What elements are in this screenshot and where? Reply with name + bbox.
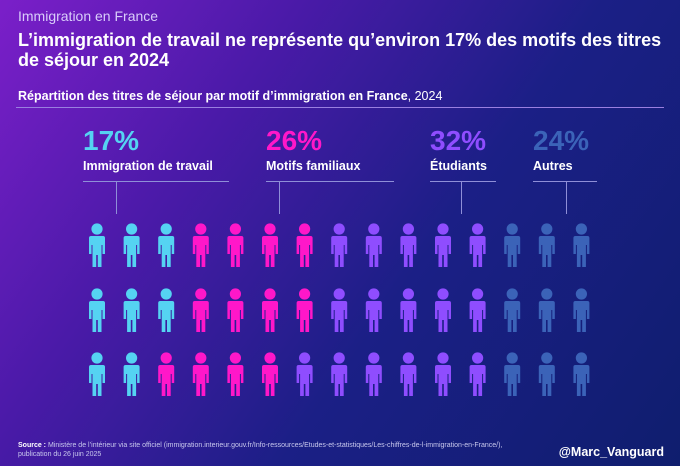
person-icon-autres bbox=[573, 352, 590, 396]
person-icon-familiaux bbox=[262, 223, 278, 267]
person-icon-etudiants bbox=[365, 223, 382, 267]
person-icon-familiaux bbox=[227, 352, 244, 396]
stat-underline bbox=[533, 181, 597, 182]
person-icon-familiaux bbox=[192, 352, 209, 396]
person-icon-autres bbox=[504, 223, 521, 267]
person-icon-travail bbox=[89, 352, 105, 396]
subtitle-year: , 2024 bbox=[407, 89, 443, 103]
stat-autres: 24% Autres bbox=[533, 125, 597, 214]
kicker: Immigration en France bbox=[18, 8, 159, 24]
headline: L’immigration de travail ne représente q… bbox=[18, 30, 662, 70]
stat-etudiants: 32% Étudiants bbox=[430, 125, 496, 214]
person-icon-etudiants bbox=[331, 223, 348, 267]
person-icon-familiaux bbox=[262, 352, 278, 396]
person-icon-etudiants bbox=[400, 223, 417, 267]
person-icon-familiaux bbox=[227, 223, 244, 267]
person-icon-autres bbox=[573, 288, 590, 332]
stat-label: Immigration de travail bbox=[83, 159, 213, 173]
stat-underline bbox=[430, 181, 496, 182]
source-label: Source : bbox=[18, 442, 47, 449]
person-icon-familiaux bbox=[296, 288, 313, 332]
header-rule bbox=[16, 107, 664, 108]
stat-label: Autres bbox=[533, 159, 573, 173]
source-text: Ministère de l’intérieur via site offici… bbox=[18, 442, 503, 458]
person-icon-autres bbox=[504, 288, 521, 332]
person-icon-travail bbox=[89, 288, 105, 332]
person-icon-etudiants bbox=[435, 288, 451, 332]
stat-underline bbox=[266, 181, 394, 182]
stat-connector bbox=[461, 182, 462, 214]
subtitle-main: Répartition des titres de séjour par mot… bbox=[18, 89, 408, 103]
person-icon-etudiants bbox=[296, 352, 313, 396]
person-icon-etudiants bbox=[469, 288, 486, 332]
stat-value: 32% bbox=[430, 125, 487, 156]
person-icon-etudiants bbox=[365, 288, 382, 332]
person-icon-familiaux bbox=[192, 288, 209, 332]
stat-travail: 17% Immigration de travail bbox=[83, 125, 229, 214]
stat-familiaux: 26% Motifs familiaux bbox=[266, 125, 394, 214]
stat-connector bbox=[116, 182, 117, 214]
person-icon-autres bbox=[538, 352, 555, 396]
person-icon-etudiants bbox=[469, 223, 486, 267]
stat-underline bbox=[83, 181, 229, 182]
stat-connector bbox=[566, 182, 567, 214]
person-icon-autres bbox=[504, 352, 521, 396]
person-icon-etudiants bbox=[435, 223, 451, 267]
person-icon-autres bbox=[538, 288, 555, 332]
person-icon-autres bbox=[538, 223, 555, 267]
person-icon-etudiants bbox=[435, 352, 451, 396]
person-icon-etudiants bbox=[365, 352, 382, 396]
person-icon-etudiants bbox=[331, 352, 348, 396]
person-icon-familiaux bbox=[262, 288, 278, 332]
person-icon-etudiants bbox=[469, 352, 486, 396]
stat-value: 24% bbox=[533, 125, 590, 156]
person-icon-travail bbox=[123, 223, 140, 267]
stat-connector bbox=[279, 182, 280, 214]
stat-value: 26% bbox=[266, 125, 323, 156]
stat-label: Motifs familiaux bbox=[266, 159, 361, 173]
person-icon-familiaux bbox=[227, 288, 244, 332]
subtitle: Répartition des titres de séjour par mot… bbox=[18, 89, 442, 103]
person-icon-travail bbox=[123, 352, 140, 396]
person-icon-travail bbox=[158, 223, 175, 267]
source-note: Source : Ministère de l’intérieur via si… bbox=[18, 441, 518, 459]
person-icon-travail bbox=[158, 288, 175, 332]
person-icon-etudiants bbox=[400, 352, 417, 396]
person-icon-travail bbox=[123, 288, 140, 332]
person-icon-familiaux bbox=[296, 223, 313, 267]
author-handle: @Marc_Vanguard bbox=[558, 445, 664, 459]
person-icon-etudiants bbox=[400, 288, 417, 332]
person-icon-familiaux bbox=[192, 223, 209, 267]
person-icon-etudiants bbox=[331, 288, 348, 332]
stat-value: 17% bbox=[83, 125, 140, 156]
person-icon-travail bbox=[89, 223, 105, 267]
stat-label: Étudiants bbox=[430, 159, 487, 173]
person-icon-autres bbox=[573, 223, 590, 267]
person-icon-familiaux bbox=[158, 352, 175, 396]
